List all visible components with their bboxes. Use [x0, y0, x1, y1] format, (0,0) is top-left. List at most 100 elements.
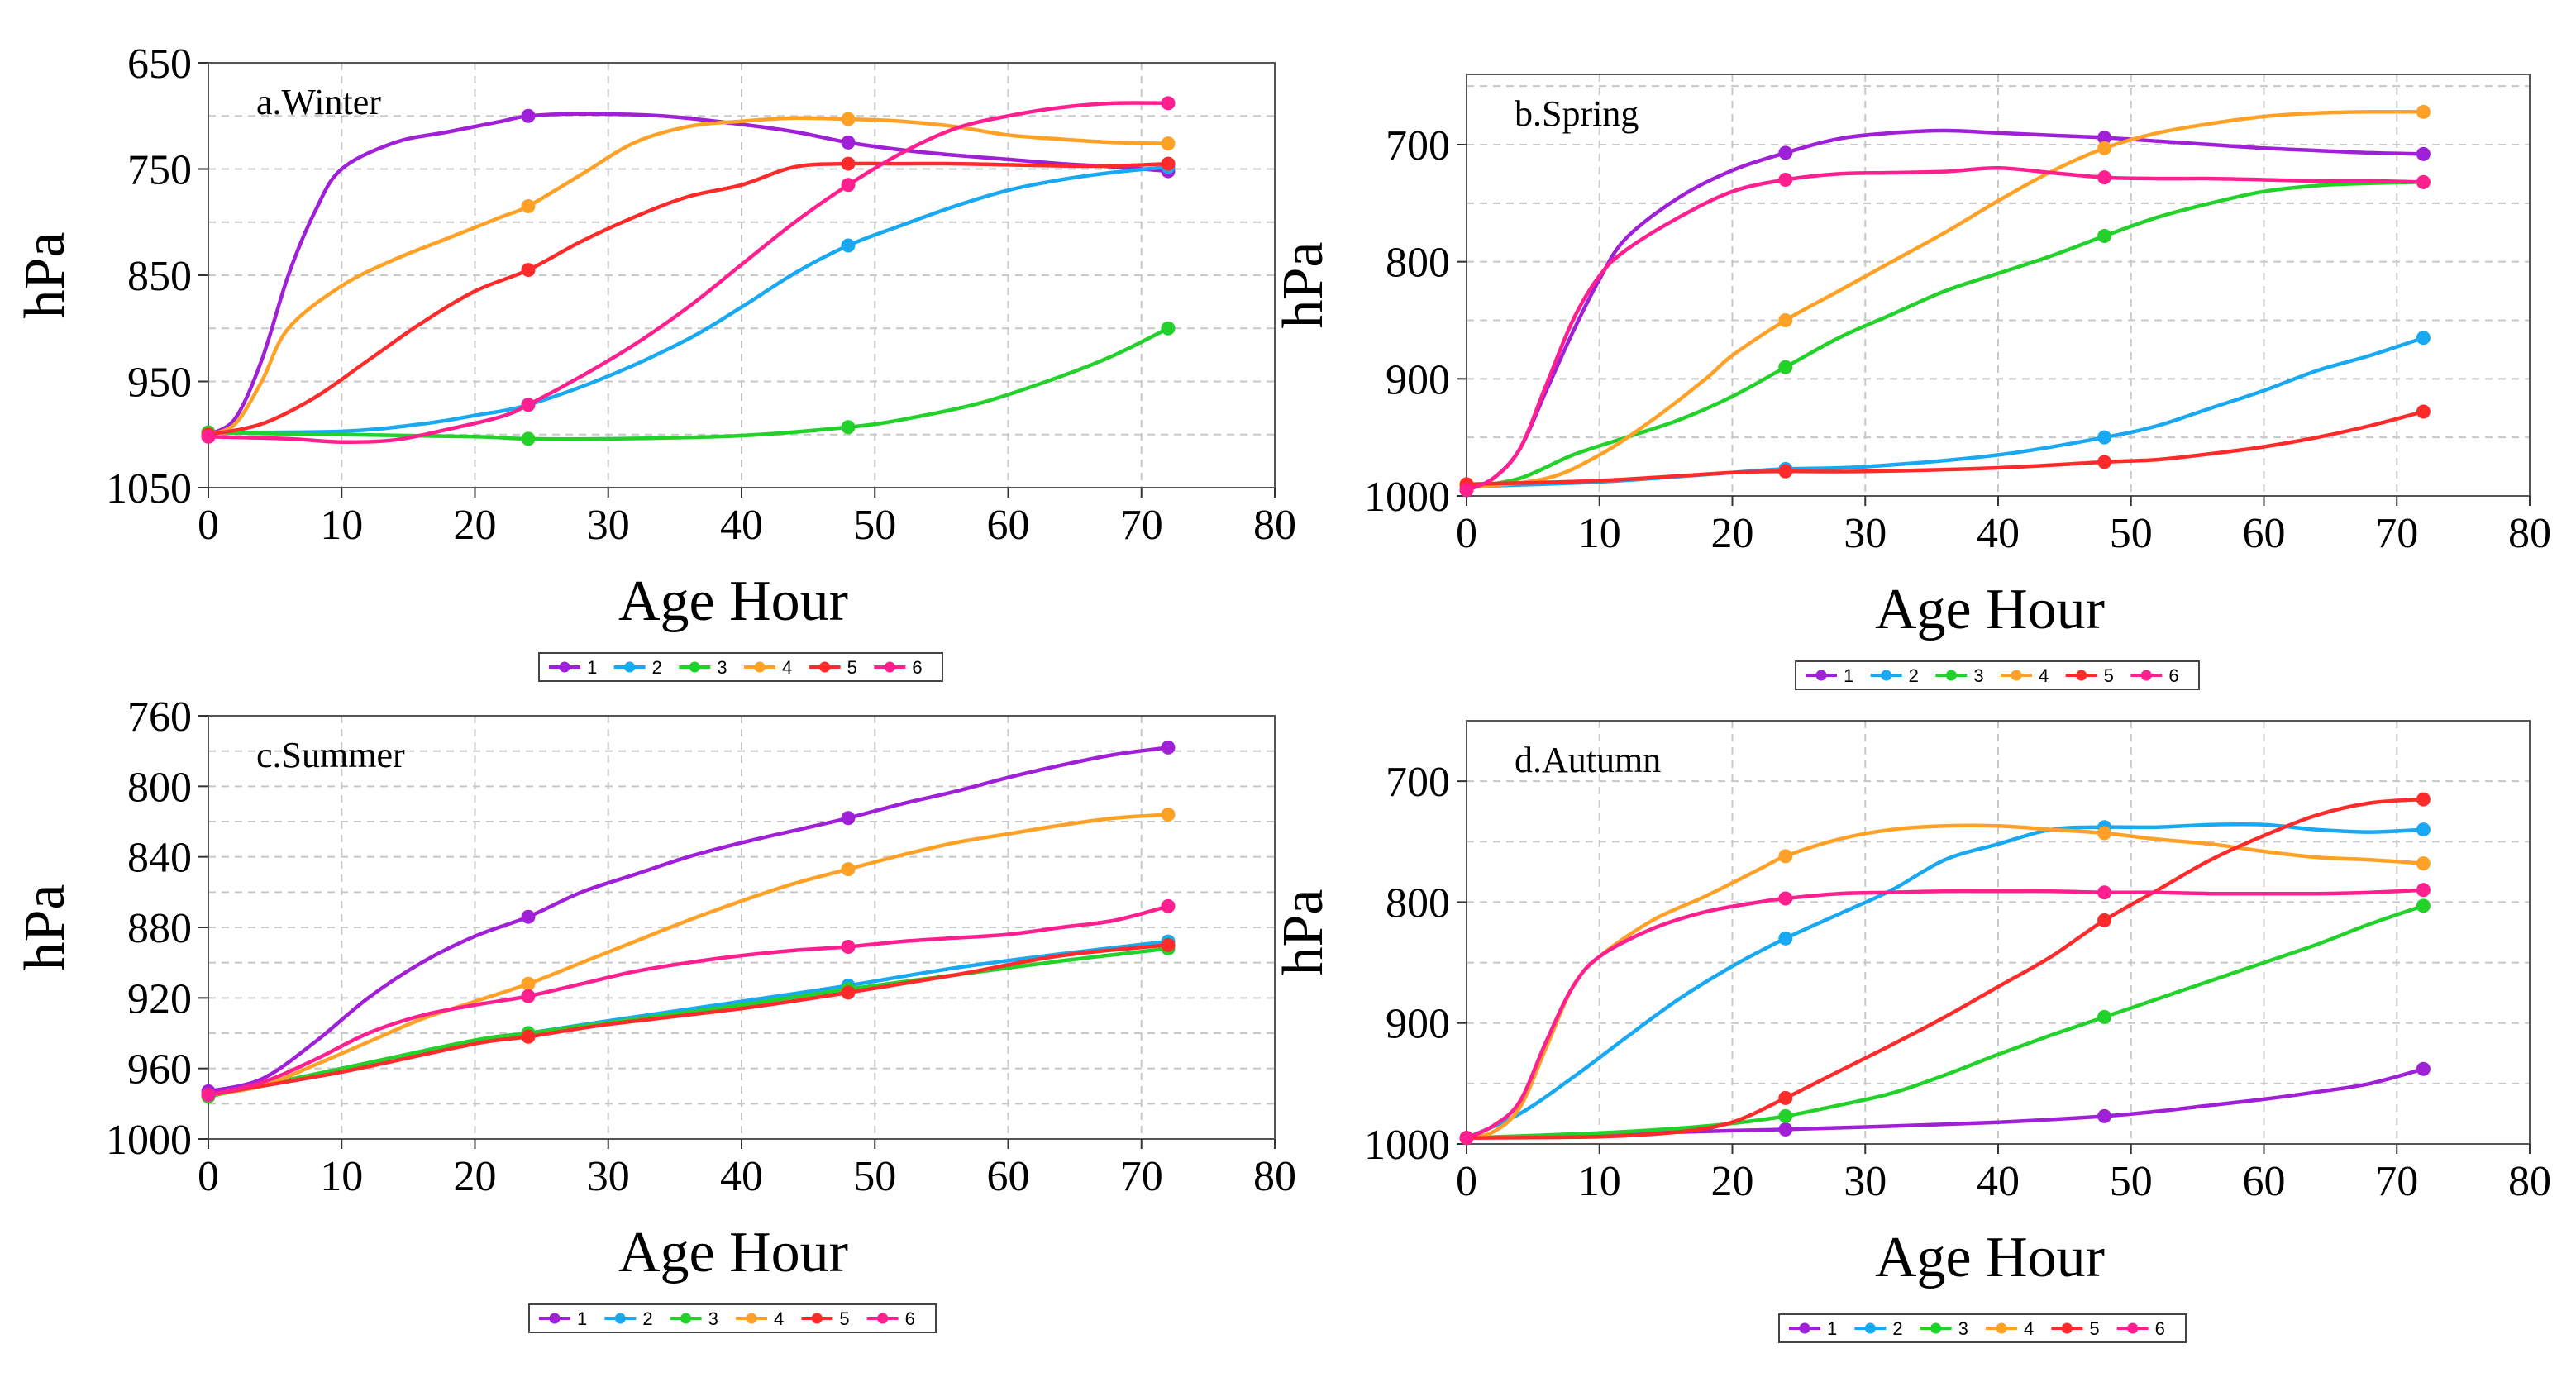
panel-title: b.Spring: [1515, 93, 1639, 134]
legend-label: 2: [1909, 665, 1919, 686]
legend-label: 3: [1973, 665, 1983, 686]
series-line-1: [206, 746, 1171, 1094]
series-line-6: [1464, 888, 2426, 1140]
legend-swatch-marker: [1930, 1322, 1942, 1334]
y-tick-label: 800: [127, 764, 192, 811]
legend-label: 5: [847, 657, 857, 678]
legend-label: 2: [652, 657, 662, 678]
series-line-6: [206, 904, 1171, 1097]
panel-a: 0 10 20 30 40 50 60 70 80 650 750 850 950 1050 Age Hou…: [13, 41, 1296, 682]
x-tick-label: 0: [1456, 510, 1477, 557]
series-line-4: [206, 116, 1171, 437]
series-point-4: [1778, 849, 1793, 864]
series-point-5: [1778, 1090, 1793, 1105]
series-line-2: [206, 164, 1171, 435]
panel-c: 0 10 20 30 40 50 60 70 80 760 800 840 880 920 960 1000 A…: [13, 693, 1296, 1333]
y-tick-label: 880: [127, 905, 192, 952]
legend-label: 6: [905, 1308, 915, 1329]
series-line-1: [1464, 128, 2426, 493]
y-axis-label: hPa: [1271, 889, 1335, 976]
legend-label: 4: [782, 657, 792, 678]
series-point-3: [2097, 1009, 2112, 1024]
series-point-6: [1161, 96, 1176, 111]
y-tick-label: 700: [1386, 759, 1450, 806]
series-line-5: [206, 161, 1171, 437]
series-line-1: [206, 112, 1171, 437]
legend-label: 1: [1844, 665, 1853, 686]
series-point-6: [2097, 885, 2112, 900]
y-tick-label: 650: [127, 41, 192, 88]
legend-swatch-marker: [1945, 670, 1957, 681]
x-tick-label: 10: [1578, 1158, 1621, 1205]
x-tick-label: 50: [2110, 1158, 2153, 1205]
panel-title: c.Summer: [256, 735, 405, 775]
series-point-6: [521, 989, 536, 1003]
x-axis-label: Age Hour: [1875, 1226, 2105, 1289]
legend-label: 6: [912, 657, 922, 678]
legend-swatch-marker: [689, 661, 700, 673]
panel-d: 0 10 20 30 40 50 60 70 80 700 800 900 1000 Age Hour hP…: [1271, 720, 2551, 1343]
series-point-3: [2416, 898, 2431, 913]
x-axis-label: Age Hour: [1875, 578, 2105, 641]
series-point-1: [1778, 145, 1793, 160]
series-line-5: [1464, 797, 2426, 1140]
series-point-1: [1161, 740, 1176, 755]
legend-label: 4: [2024, 1318, 2034, 1339]
legend-label: 6: [2155, 1318, 2165, 1339]
legend-label: 2: [1892, 1318, 1902, 1339]
series-point-5: [1778, 464, 1793, 479]
x-tick-label: 50: [2110, 510, 2153, 557]
series-point-4: [1778, 313, 1793, 327]
series-point-4: [2097, 826, 2112, 841]
y-tick-label: 920: [127, 975, 192, 1022]
series-line-4: [1464, 823, 2426, 1140]
x-tick-label: 20: [1711, 510, 1754, 557]
legend-label: 6: [2168, 665, 2178, 686]
x-axis-label: Age Hour: [618, 569, 848, 633]
legend-swatch-marker: [1799, 1322, 1810, 1334]
x-tick-label: 40: [720, 1153, 763, 1200]
series-point-3: [2097, 229, 2112, 243]
series-line-4: [1464, 109, 2426, 490]
legend-swatch-marker: [1996, 1322, 2007, 1334]
y-tick-label: 1050: [106, 465, 192, 512]
x-tick-label: 0: [198, 502, 219, 549]
series-line-4: [206, 813, 1171, 1097]
series-point-6: [1459, 483, 1474, 498]
series-point-1: [1778, 1122, 1793, 1137]
series-point-3: [521, 431, 536, 446]
x-tick-label: 0: [1456, 1158, 1477, 1205]
x-tick-label: 80: [2508, 1158, 2551, 1205]
series-point-5: [521, 263, 536, 278]
legend-label: 4: [2039, 665, 2049, 686]
legend-label: 5: [839, 1308, 849, 1329]
series-point-3: [841, 420, 856, 435]
series-line-3: [1464, 903, 2426, 1140]
series-point-5: [1161, 156, 1176, 171]
series-line-3: [1464, 180, 2426, 490]
x-tick-label: 30: [1844, 510, 1887, 557]
series-point-6: [2097, 170, 2112, 185]
y-tick-label: 950: [127, 360, 192, 407]
series-line-3: [206, 326, 1171, 441]
series-point-3: [1161, 321, 1176, 336]
legend-swatch-marker: [549, 1313, 561, 1324]
y-tick-label: 750: [127, 147, 192, 194]
y-tick-label: 900: [1386, 356, 1450, 403]
series-point-6: [841, 939, 856, 954]
x-tick-label: 20: [1711, 1158, 1754, 1205]
x-tick-label: 50: [853, 502, 896, 549]
legend-label: 5: [2089, 1318, 2099, 1339]
legend-label: 3: [717, 657, 727, 678]
series-point-6: [1778, 173, 1793, 187]
series-point-1: [2097, 131, 2112, 145]
series-point-4: [521, 976, 536, 991]
series-point-6: [201, 429, 216, 444]
x-tick-label: 60: [987, 502, 1030, 549]
series-point-5: [1161, 937, 1176, 952]
legend-swatch-marker: [811, 1313, 823, 1324]
series-point-2: [1778, 931, 1793, 946]
series-point-2: [2416, 331, 2431, 346]
legend-swatch-marker: [1881, 670, 1892, 681]
x-tick-label: 20: [454, 502, 497, 549]
